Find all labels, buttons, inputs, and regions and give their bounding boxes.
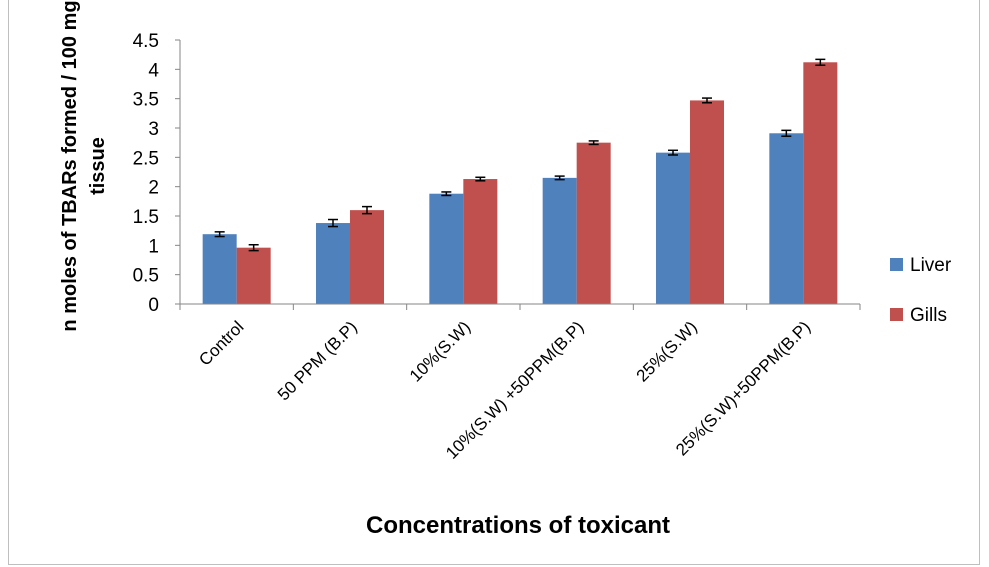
x-tick-label: 50 PPM (B.P) xyxy=(274,317,361,404)
bar-gills xyxy=(350,210,384,304)
bar-gills xyxy=(690,100,724,304)
y-tick-label: 2.5 xyxy=(133,148,159,169)
x-axis-title: Concentrations of toxicant xyxy=(366,512,670,539)
bar-liver xyxy=(202,234,237,304)
y-tick-label: 1.5 xyxy=(133,207,159,228)
bar-gills xyxy=(236,247,271,304)
legend-swatch-gills xyxy=(890,308,903,321)
legend-label-gills: Gills xyxy=(910,305,947,326)
bar-liver xyxy=(769,133,804,304)
y-tick-label: 0 xyxy=(148,295,159,316)
x-axis-labels: Control 50 PPM (B.P) 10%(S.W)10%(S.W) +50P… xyxy=(195,317,814,462)
x-tick-label: 10%(S.W) xyxy=(406,317,474,385)
bar-gills xyxy=(463,179,498,304)
y-tick-label: 1 xyxy=(148,236,159,257)
bar-liver xyxy=(542,177,577,304)
y-axis-ticks: 0 0.5 1 1.5 2 2.5 3 3.5 4 4.5 xyxy=(133,31,180,316)
y-tick-label: 2 xyxy=(148,178,159,199)
legend: Liver Gills xyxy=(890,255,952,326)
x-tick-label: Control xyxy=(195,317,247,369)
bar-gills xyxy=(803,62,838,304)
x-tick-label: 25%(S.W)+50PPM(B.P) xyxy=(672,317,814,459)
legend-label-liver: Liver xyxy=(910,255,952,276)
y-axis-title-line-1: n moles of TBARs formed / 100 mg xyxy=(59,0,81,331)
y-tick-label: 4.5 xyxy=(133,31,159,52)
legend-swatch-liver xyxy=(890,258,903,271)
y-axis-title-line-2: tissue xyxy=(87,137,109,195)
bars xyxy=(202,58,838,304)
x-tick-label: 25%(S.W) xyxy=(633,317,701,385)
y-tick-label: 3 xyxy=(148,119,159,140)
bar-liver xyxy=(429,193,464,304)
chart-frame xyxy=(8,0,980,565)
bar-liver xyxy=(316,223,350,304)
y-tick-label: 0.5 xyxy=(133,266,159,287)
y-tick-label: 3.5 xyxy=(133,90,159,111)
axes xyxy=(179,40,861,310)
y-tick-label: 4 xyxy=(148,60,159,81)
bar-liver xyxy=(656,152,690,304)
bar-gills xyxy=(576,142,611,304)
